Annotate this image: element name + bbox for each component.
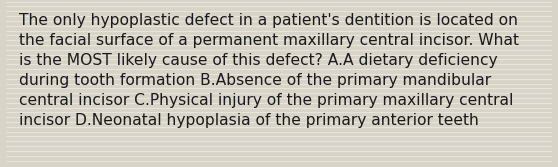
Text: The only hypoplastic defect in a patient's dentition is located on
the facial su: The only hypoplastic defect in a patient… bbox=[19, 13, 519, 128]
